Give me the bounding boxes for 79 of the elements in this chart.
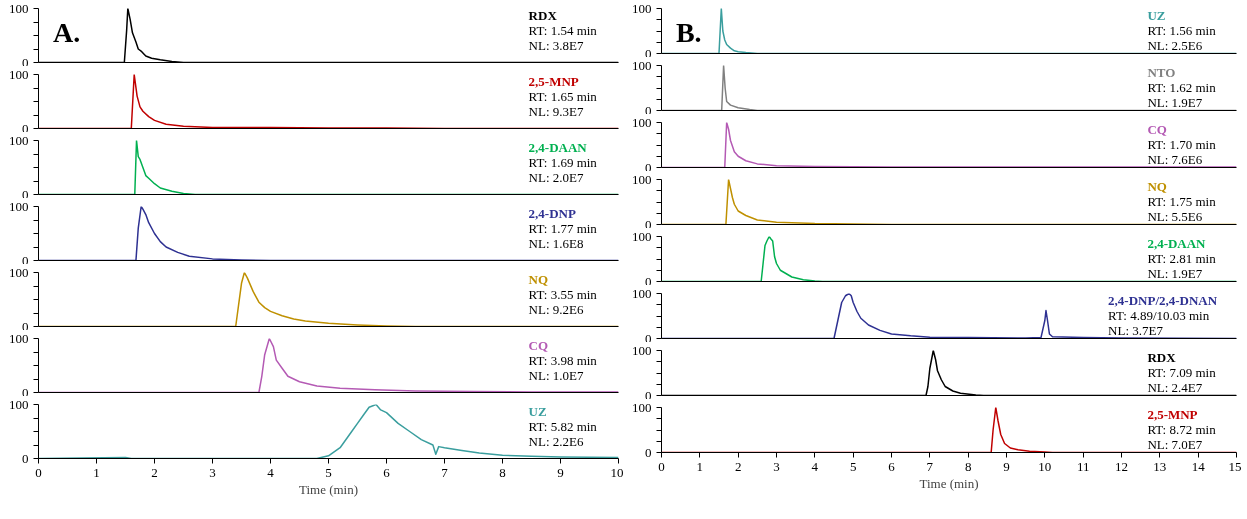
x-tick-label: 4: [811, 458, 819, 474]
annotation: NL: 2.5E6: [1147, 37, 1203, 53]
annotation: NL: 9.2E6: [528, 301, 584, 317]
x-tick-label: 0: [658, 458, 665, 474]
chart-title: A.: [53, 16, 81, 48]
x-tick-label: 9: [1003, 458, 1010, 474]
x-tick-label: 3: [773, 458, 780, 474]
x-tick-label: 11: [1076, 458, 1090, 474]
annotation: NL: 1.0E7: [528, 367, 584, 383]
text: NQ: [528, 271, 549, 287]
text: RDX: [528, 7, 558, 23]
x-tick-label: 6: [383, 464, 391, 480]
annotation: NL: 3.8E7: [528, 37, 584, 53]
text: UZ: [1147, 7, 1166, 23]
x-tick-label: 8: [964, 458, 972, 474]
annotation: RT: 4.89/10.03 min: [1108, 307, 1210, 323]
y-tick-label: 100: [9, 0, 29, 16]
text: 2,4-DNP: [528, 205, 576, 221]
x-tick-label: 9: [557, 464, 564, 480]
x-tick-label: 15: [1228, 458, 1242, 474]
annotation: NL: 2.2E6: [528, 433, 584, 449]
annotation: RT: 1.65 min: [528, 88, 598, 104]
annotation: RT: 5.82 min: [528, 418, 598, 434]
x-tick-label: 1: [696, 458, 704, 474]
x-tick-label: 4: [267, 464, 275, 480]
annotation: NL: 1.9E7: [1147, 94, 1203, 110]
annotation: RT: 8.72 min: [1147, 421, 1217, 437]
annotation: RT: 3.55 min: [528, 286, 598, 302]
x-tick-label: 3: [209, 464, 216, 480]
annotation: RT: 1.70 min: [1147, 136, 1217, 152]
text: NTO: [1147, 64, 1176, 80]
text: 2,5-MNP: [528, 73, 579, 89]
x-tick-label: 5: [325, 464, 332, 480]
x-tick-label: 6: [888, 458, 896, 474]
annotation: NL: 1.9E7: [1147, 265, 1203, 281]
annotation: RT: 7.09 min: [1147, 364, 1217, 380]
annotation: RT: 3.98 min: [528, 352, 598, 368]
text: 2,4-DNP/2,4-DNAN: [1108, 292, 1218, 308]
annotation: NL: 7.0E7: [1147, 436, 1203, 452]
annotation: RT: 1.69 min: [528, 154, 598, 170]
x-axis-title: Time (min): [919, 475, 979, 491]
x-tick-label: 1: [93, 464, 100, 480]
annotation: RT: 1.54 min: [528, 22, 598, 38]
x-tick-label: 14: [1191, 458, 1206, 474]
y-tick-label: 0: [645, 444, 652, 460]
text: CQ: [1147, 121, 1167, 137]
x-tick-label: 2: [734, 458, 742, 474]
annotation: RT: 1.62 min: [1147, 79, 1217, 95]
annotation: NL: 5.5E6: [1147, 208, 1203, 224]
chart-title: B.: [675, 16, 702, 48]
annotation: RT: 1.75 min: [1147, 193, 1217, 209]
annotation: NL: 9.3E7: [528, 103, 584, 119]
text: UZ: [528, 403, 547, 419]
x-tick-label: 10: [1038, 458, 1052, 474]
x-tick-label: 5: [849, 458, 857, 474]
annotation: RT: 2.81 min: [1147, 250, 1217, 266]
annotation: NL: 2.4E7: [1147, 379, 1203, 395]
text: 2,4-DAAN: [528, 139, 588, 155]
x-tick-label: 12: [1115, 458, 1128, 474]
text: CQ: [528, 337, 549, 353]
text: 2,4-DAAN: [1147, 235, 1207, 251]
text: 2,5-MNP: [1147, 406, 1198, 422]
x-tick-label: 0: [35, 464, 42, 480]
annotation: RT: 1.77 min: [528, 220, 598, 236]
x-tick-label: 8: [499, 464, 506, 480]
text: NQ: [1147, 178, 1167, 194]
x-tick-label: 7: [926, 458, 934, 474]
x-tick-label: 10: [610, 464, 624, 480]
x-tick-label: 2: [151, 464, 158, 480]
annotation: NL: 7.6E6: [1147, 151, 1203, 167]
annotation: RT: 1.56 min: [1147, 22, 1217, 38]
y-tick-label: 100: [632, 0, 652, 16]
annotation: NL: 3.7E7: [1108, 322, 1164, 338]
x-tick-label: 13: [1153, 458, 1167, 474]
x-axis-title: Time (min): [298, 481, 359, 497]
annotation: NL: 1.6E8: [528, 235, 584, 251]
text: RDX: [1147, 349, 1177, 365]
x-tick-label: 7: [441, 464, 449, 480]
annotation: NL: 2.0E7: [528, 169, 584, 185]
